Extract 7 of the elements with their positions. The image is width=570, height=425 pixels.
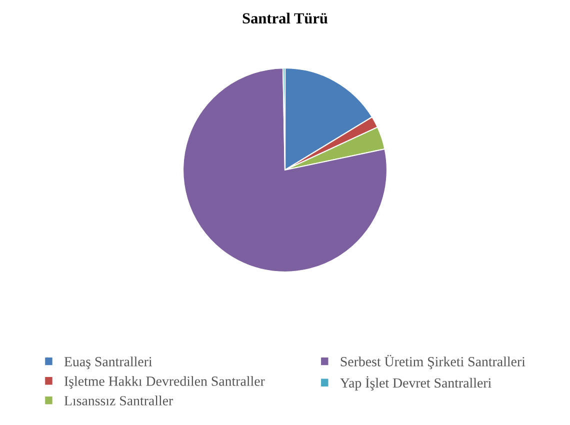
legend-label: Serbest Üretim Şirketi Santralleri (340, 354, 526, 370)
legend-label: Yap İşlet Devret Santralleri (340, 376, 492, 390)
legend-label: Lısanssız Santraller (64, 396, 174, 406)
legend-label: Euaş Santralleri (64, 356, 152, 370)
chart-title: Santral Türü (242, 12, 328, 24)
pie-slice (182, 67, 388, 273)
legend-label: Işletme Hakkı Devredilen Santraller (64, 376, 265, 389)
